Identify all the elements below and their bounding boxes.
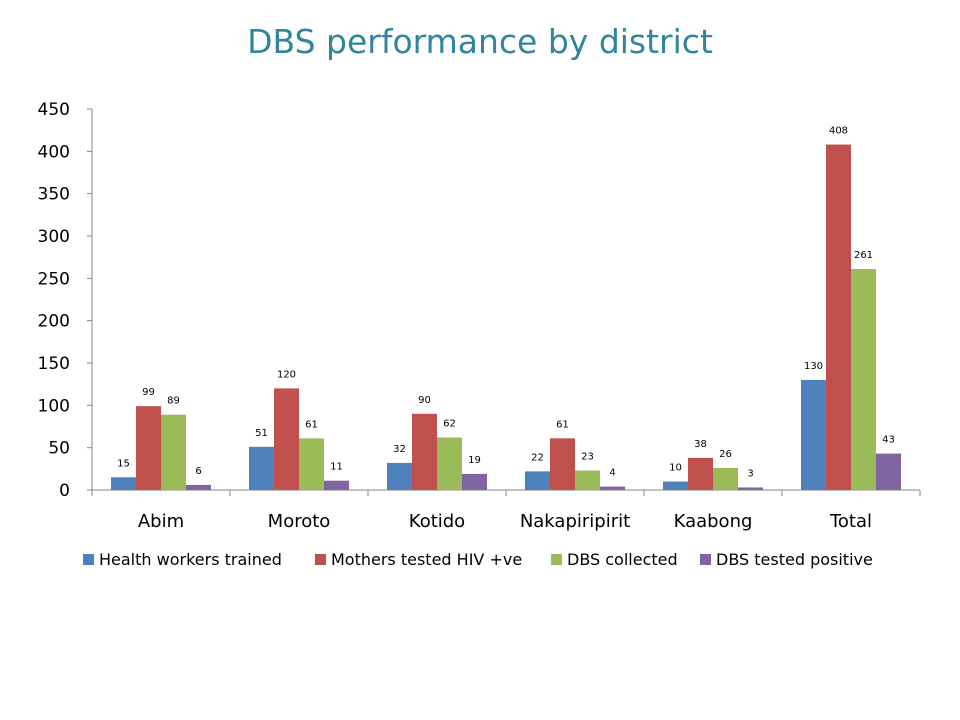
bar [387, 462, 412, 490]
y-tick-label: 400 [38, 142, 70, 162]
bar [600, 486, 625, 490]
bar [462, 473, 487, 490]
data-label: 51 [255, 428, 268, 439]
axes: 0 50 100 150 200 250 300 350 400 450 Abim Moroto Kot… [38, 100, 921, 532]
bar [550, 438, 575, 490]
data-label: 38 [694, 439, 707, 450]
x-tick-label: Moroto [268, 511, 331, 532]
data-label: 89 [167, 396, 180, 407]
data-label: 6 [195, 466, 201, 477]
bar [324, 480, 349, 490]
data-label: 11 [330, 462, 343, 473]
data-labels: 15 99 89 6 51 120 61 11 32 90 62 19 22 61 23 4 10 38 26 3 13… [117, 126, 895, 480]
data-label: 120 [277, 369, 296, 380]
y-tick-label: 200 [38, 312, 70, 332]
data-label: 130 [804, 361, 823, 372]
x-tick-label: Kotido [409, 511, 465, 532]
y-tick-label: 100 [38, 396, 70, 416]
data-label: 43 [882, 435, 895, 446]
data-label: 99 [142, 387, 155, 398]
data-label: 61 [305, 419, 318, 430]
y-tick-label: 300 [38, 227, 70, 247]
data-label: 261 [854, 250, 873, 261]
bar [713, 467, 738, 490]
chart-title: DBS performance by district [247, 22, 713, 61]
legend-swatch [315, 554, 326, 565]
bar [688, 457, 713, 490]
data-label: 4 [609, 468, 615, 479]
bar [249, 446, 274, 490]
legend-swatch [551, 554, 562, 565]
bar [437, 437, 462, 490]
legend-label: Mothers tested HIV +ve [331, 550, 522, 569]
data-label: 62 [443, 419, 456, 430]
bar [412, 413, 437, 490]
bars [111, 144, 901, 490]
data-label: 22 [531, 452, 544, 463]
data-label: 90 [418, 395, 431, 406]
y-tick-label: 150 [38, 354, 70, 374]
bar [136, 406, 161, 490]
data-label: 23 [581, 452, 594, 463]
legend-label: DBS tested positive [716, 550, 873, 569]
y-tick-label: 0 [59, 481, 70, 501]
data-label: 61 [556, 419, 569, 430]
y-tick-label: 50 [48, 439, 70, 459]
data-label: 19 [468, 455, 481, 466]
data-label: 3 [747, 468, 753, 479]
data-label: 26 [719, 449, 732, 460]
x-tick-label: Abim [138, 511, 184, 532]
legend-label: Health workers trained [99, 550, 282, 569]
bar [274, 388, 299, 490]
bar [851, 269, 876, 490]
legend: Health workers trained Mothers tested HIV… [83, 550, 873, 569]
bar [161, 414, 186, 490]
data-label: 32 [393, 444, 406, 455]
data-label: 15 [117, 458, 130, 469]
bar [801, 379, 826, 490]
x-tick-label: Kaabong [674, 511, 753, 532]
bar [876, 453, 901, 490]
data-label: 408 [829, 126, 848, 137]
y-tick-label: 250 [38, 269, 70, 289]
legend-swatch [700, 554, 711, 565]
bar [525, 471, 550, 490]
data-label: 10 [669, 463, 682, 474]
bar [186, 484, 211, 490]
legend-swatch [83, 554, 94, 565]
legend-label: DBS collected [567, 550, 678, 569]
bar [299, 438, 324, 490]
bar [575, 470, 600, 490]
bar [738, 487, 763, 490]
y-tick-label: 350 [38, 185, 70, 205]
x-tick-label: Total [829, 511, 872, 532]
x-tick-label: Nakapiripirit [520, 511, 630, 532]
bar [663, 481, 688, 490]
bar [826, 144, 851, 490]
y-tick-label: 450 [38, 100, 70, 120]
bar [111, 477, 136, 490]
